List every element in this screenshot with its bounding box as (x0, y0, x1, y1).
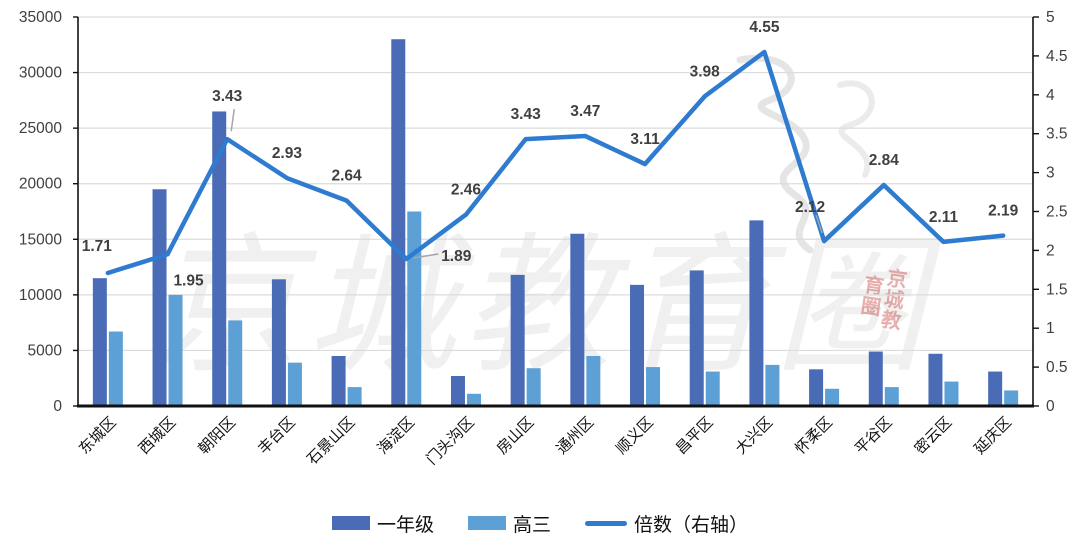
x-axis-label-延庆区: 延庆区 (971, 414, 1015, 458)
ratio-data-label: 1.89 (441, 248, 472, 265)
x-axis-label-房山区: 房山区 (494, 414, 538, 458)
left-axis-tick-label: 20000 (19, 176, 62, 193)
right-axis-tick-label: 1.5 (1046, 281, 1068, 298)
x-axis-label-平谷区: 平谷区 (852, 414, 896, 458)
bar-一年级-海淀区 (391, 39, 406, 406)
bar-高三-延庆区 (1004, 390, 1019, 406)
bar-一年级-怀柔区 (809, 369, 824, 406)
left-axis-tick-label: 0 (53, 398, 62, 415)
bar-一年级-通州区 (570, 233, 585, 406)
bar-一年级-顺义区 (630, 284, 645, 406)
bar-高三-昌平区 (705, 371, 720, 406)
legend-item-grade1: 一年级 (331, 510, 434, 537)
bar-一年级-丰台区 (271, 279, 286, 406)
ratio-data-label: 2.12 (795, 199, 825, 216)
bar-一年级-平谷区 (868, 351, 883, 406)
ratio-data-label: 1.71 (82, 238, 113, 255)
x-axis-label-昌平区: 昌平区 (673, 415, 716, 458)
ratio-data-label: 3.11 (630, 131, 660, 148)
right-axis-tick-label: 0.5 (1046, 359, 1068, 376)
x-axis-label-密云区: 密云区 (911, 414, 955, 458)
legend-label: 一年级 (376, 514, 434, 536)
x-axis-label-西城区: 西城区 (136, 414, 180, 458)
bar-高三-丰台区 (287, 362, 302, 406)
x-axis-label-顺义区: 顺义区 (613, 414, 657, 458)
legend-item-senior3: 高三 (467, 510, 551, 537)
left-axis-tick-label: 25000 (19, 120, 62, 137)
x-axis-label-丰台区: 丰台区 (255, 414, 299, 458)
left-axis-tick-label: 10000 (19, 287, 62, 304)
x-axis-label-怀柔区: 怀柔区 (792, 414, 836, 458)
bar-一年级-西城区 (152, 189, 167, 406)
bar-高三-西城区 (168, 294, 183, 406)
x-axis-label-海淀区: 海淀区 (374, 414, 418, 458)
ratio-line (105, 49, 1006, 276)
x-axis-label-门头沟区: 门头沟区 (423, 414, 477, 468)
x-axis-label-东城区: 东城区 (76, 414, 120, 458)
right-axis-tick-label: 4.5 (1046, 48, 1068, 65)
right-axis-tick-label: 3 (1046, 165, 1055, 182)
left-axis-tick-label: 5000 (28, 342, 63, 359)
bar-一年级-东城区 (92, 278, 107, 406)
left-axis-tick-label: 15000 (19, 231, 62, 248)
ratio-data-label: 2.46 (451, 182, 482, 199)
bar-高三-东城区 (108, 331, 123, 406)
bar-高三-怀柔区 (825, 388, 840, 406)
ratio-data-label: 3.47 (570, 103, 600, 120)
bar-高三-朝阳区 (228, 320, 243, 406)
ratio-data-label: 3.43 (511, 106, 542, 123)
x-axis-label-通州区: 通州区 (553, 414, 597, 458)
bar-高三-门头沟区 (466, 393, 481, 406)
x-axis-label-石景山区: 石景山区 (304, 414, 358, 468)
right-axis-tick-label: 0 (1046, 398, 1055, 415)
bar-一年级-门头沟区 (450, 375, 465, 406)
label-leader-line (413, 253, 439, 259)
bar-高三-平谷区 (884, 387, 899, 406)
bar-高三-顺义区 (646, 367, 661, 406)
ratio-data-label: 4.55 (749, 19, 780, 36)
right-axis-tick-label: 2.5 (1046, 204, 1068, 221)
bar-一年级-昌平区 (689, 270, 704, 406)
bar-高三-房山区 (526, 368, 541, 406)
grade1-swatch-icon (331, 516, 370, 530)
bar-高三-通州区 (586, 355, 601, 406)
bar-一年级-朝阳区 (212, 111, 227, 406)
bar-一年级-石景山区 (331, 355, 346, 406)
legend: 一年级 高三 倍数（右轴） (0, 505, 1080, 541)
bar-一年级-延庆区 (988, 371, 1003, 406)
ratio-data-label: 3.98 (690, 63, 721, 80)
senior3-swatch-icon (467, 516, 506, 530)
right-axis-tick-label: 3.5 (1046, 126, 1068, 143)
right-axis-tick-label: 5 (1046, 9, 1055, 26)
x-axis-label-朝阳区: 朝阳区 (195, 414, 239, 458)
bar-高三-大兴区 (765, 364, 780, 406)
left-axis-tick-label: 35000 (19, 9, 62, 26)
legend-item-ratio: 倍数（右轴） (585, 510, 748, 537)
legend-label: 倍数（右轴） (634, 514, 749, 536)
ratio-data-label: 2.64 (332, 168, 363, 185)
right-axis-tick-label: 1 (1046, 320, 1055, 337)
right-axis-tick-label: 4 (1046, 87, 1055, 104)
ratio-data-label: 3.43 (212, 88, 243, 105)
label-leader-line (815, 214, 823, 234)
ratio-data-label: 2.84 (869, 152, 900, 169)
ratio-data-label: 1.95 (173, 272, 204, 289)
right-axis-tick-label: 2 (1046, 242, 1055, 259)
x-axis-label-大兴区: 大兴区 (732, 414, 776, 458)
left-axis-tick-label: 30000 (19, 65, 62, 82)
label-leader-line (230, 109, 235, 132)
ratio-data-label: 2.11 (929, 209, 959, 226)
bar-高三-海淀区 (407, 211, 422, 406)
bar-一年级-大兴区 (749, 220, 764, 406)
bar-高三-石景山区 (347, 387, 362, 406)
bar-一年级-密云区 (928, 353, 943, 406)
bar-一年级-房山区 (510, 274, 525, 406)
ratio-data-label: 2.19 (988, 203, 1019, 220)
legend-label: 高三 (512, 514, 551, 536)
ratio-line-swatch-icon (585, 520, 627, 526)
bar-高三-密云区 (944, 381, 959, 406)
ratio-data-label: 2.93 (272, 145, 303, 162)
